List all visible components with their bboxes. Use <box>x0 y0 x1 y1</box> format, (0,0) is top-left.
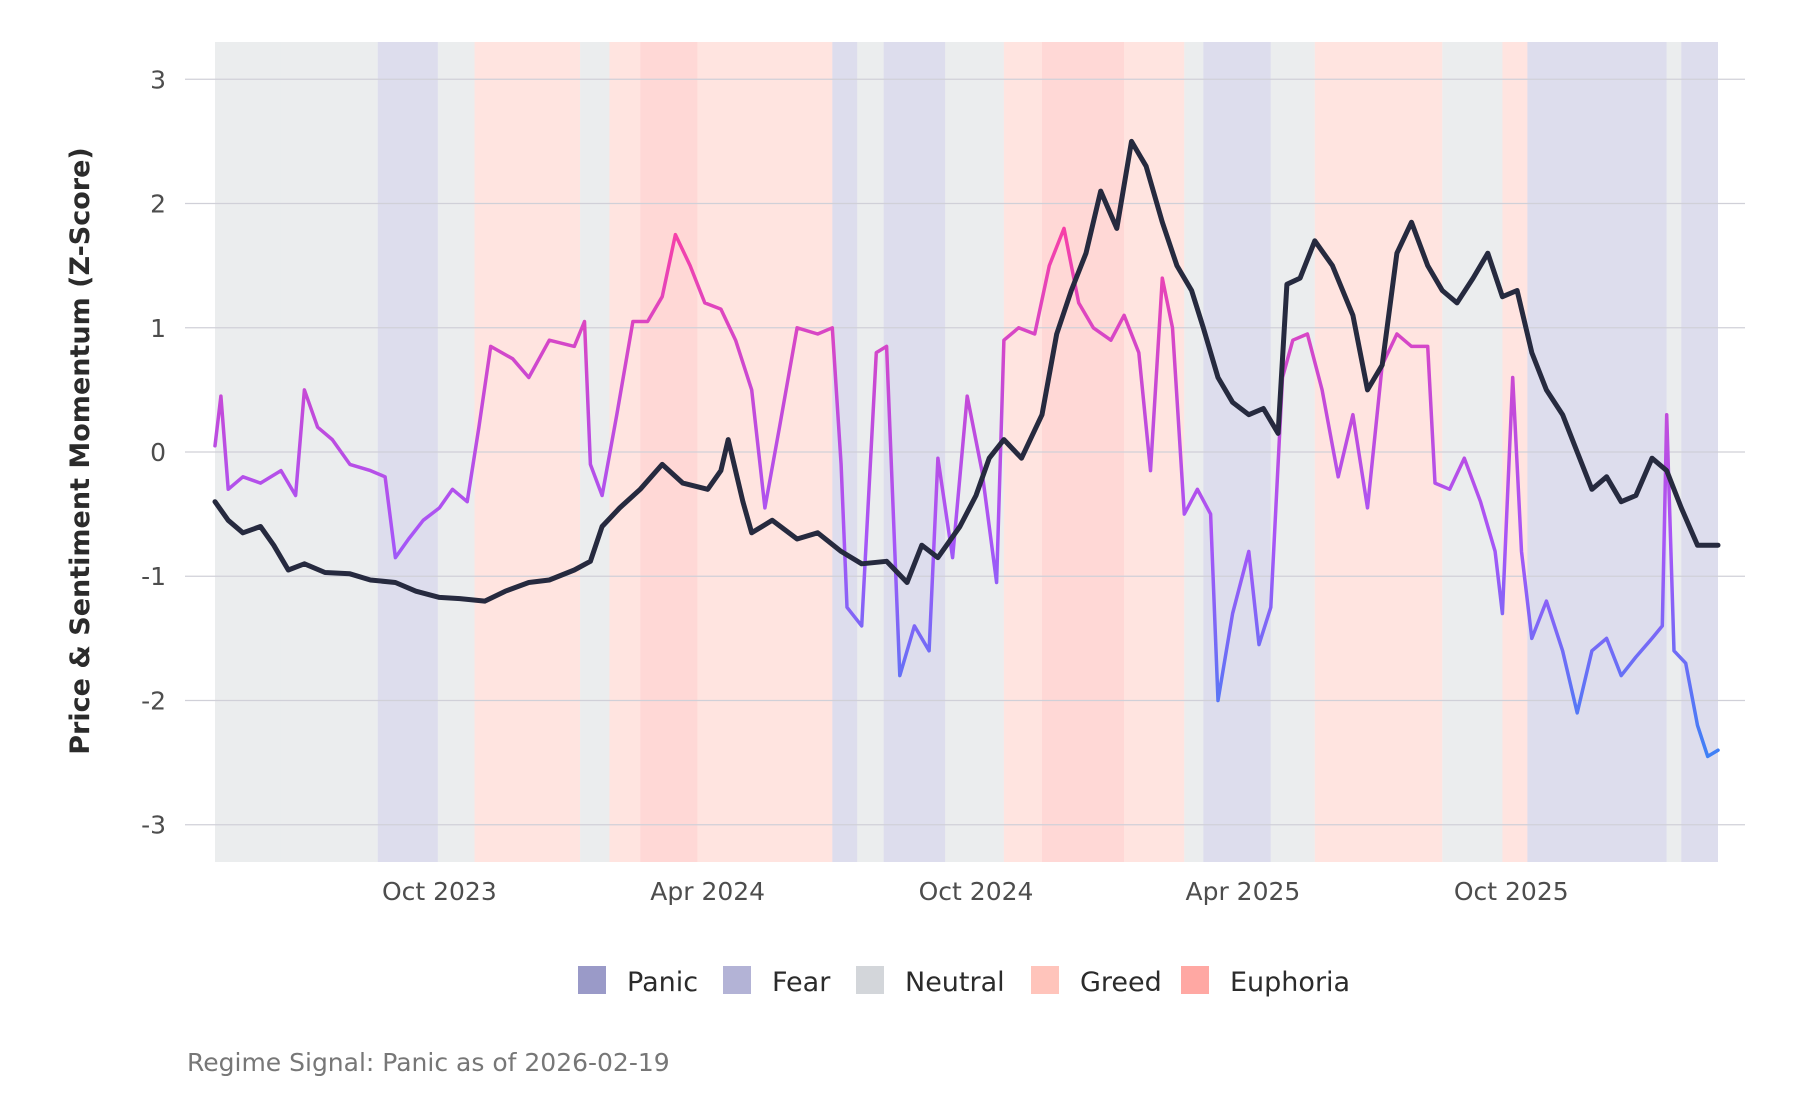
y-tick-label: -3 <box>141 811 166 840</box>
regime-caption: Regime Signal: Panic as of 2026-02-19 <box>187 1048 670 1077</box>
legend-swatch-euphoria <box>1181 966 1209 994</box>
x-tick-label: Oct 2025 <box>1454 877 1569 906</box>
y-tick-label: 1 <box>150 314 166 343</box>
y-axis-label: Price & Sentiment Momentum (Z-Score) <box>65 147 96 755</box>
legend-swatch-greed <box>1031 966 1059 994</box>
price-momentum-line <box>212 138 1721 604</box>
x-tick-label: Apr 2025 <box>1185 877 1300 906</box>
legend-swatch-panic <box>578 966 606 994</box>
series-lines <box>212 138 1721 759</box>
legend: Panic Fear Neutral Greed Euphoria <box>578 966 1350 998</box>
legend-label-fear: Fear <box>772 967 831 998</box>
y-tick-label: 0 <box>150 438 166 467</box>
y-tick-label: -2 <box>141 686 166 715</box>
y-tick-label: 3 <box>150 65 166 94</box>
legend-label-euphoria: Euphoria <box>1230 967 1350 998</box>
x-tick-label: Oct 2024 <box>919 877 1034 906</box>
x-tick-label: Apr 2024 <box>650 877 765 906</box>
legend-label-panic: Panic <box>627 967 698 998</box>
x-tick-label: Oct 2023 <box>382 877 497 906</box>
y-axis-ticks: -3 -2 -1 0 1 2 3 <box>141 65 166 839</box>
x-axis-ticks: Oct 2023 Apr 2024 Oct 2024 Apr 2025 Oct 2025 <box>382 877 1569 906</box>
gridlines <box>185 78 1745 826</box>
legend-label-greed: Greed <box>1080 967 1162 998</box>
legend-swatch-neutral <box>856 966 884 994</box>
legend-label-neutral: Neutral <box>905 967 1005 998</box>
y-tick-label: 2 <box>150 190 166 219</box>
y-tick-label: -1 <box>141 562 166 591</box>
sentiment-momentum-line <box>213 226 1720 759</box>
legend-swatch-fear <box>723 966 751 994</box>
